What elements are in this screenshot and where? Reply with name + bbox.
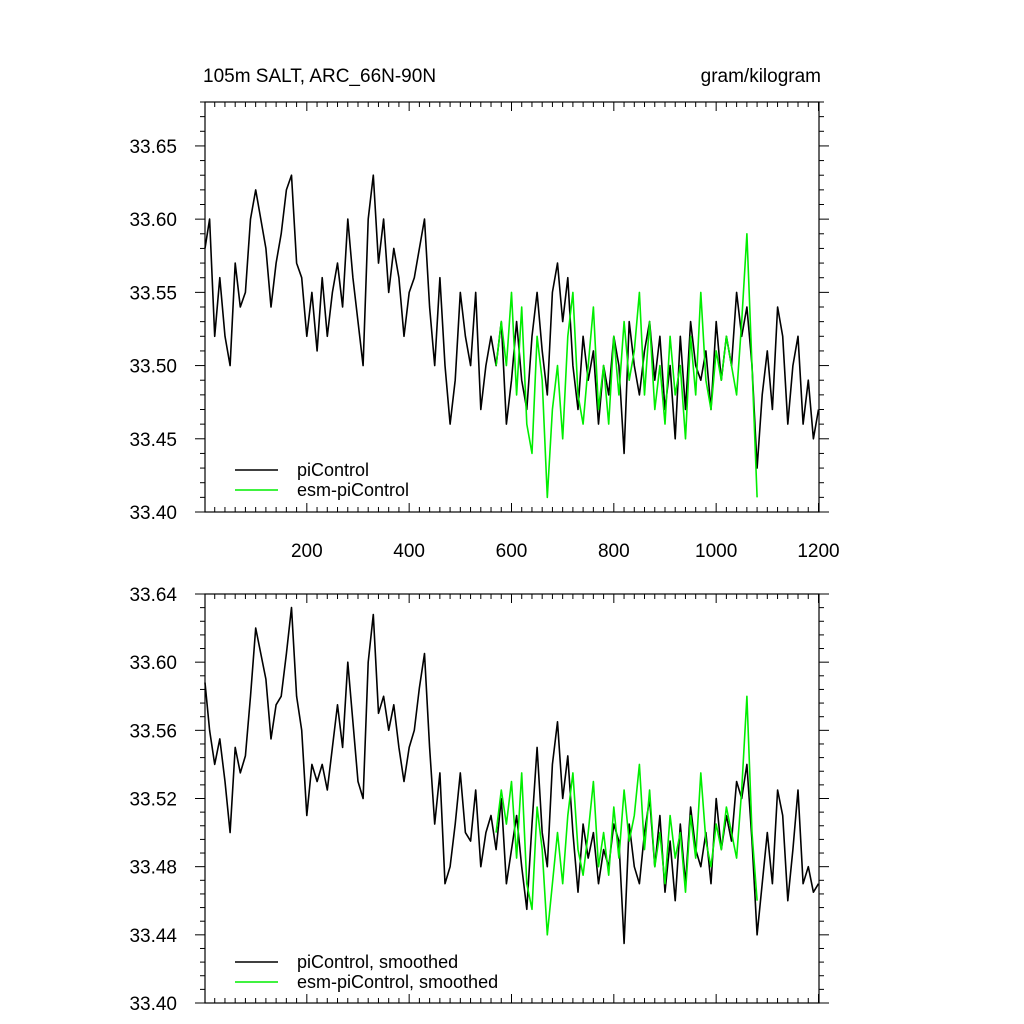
bottom-panel: 33.40 33.44 33.48 33.52 33.56 33.60 33.64 piCon… (129, 585, 829, 1015)
x-tick-label: 400 (393, 541, 425, 562)
y-tick-label: 33.65 (129, 137, 177, 158)
y-tick-label: 33.56 (129, 721, 177, 742)
y-tick-label: 33.60 (129, 653, 177, 674)
legend-label: piControl, smoothed (297, 952, 458, 972)
y-tick-label: 33.52 (129, 790, 177, 811)
legend-label: piControl (297, 460, 369, 480)
y-tick-label: 33.45 (129, 430, 177, 451)
units-label: gram/kilogram (701, 66, 821, 87)
y-tick-label: 33.48 (129, 858, 177, 879)
series-line-picontrol (204, 606, 820, 945)
top-panel: 33.40 33.45 33.50 33.55 33.60 33.65 200 400 600 8… (129, 101, 840, 562)
y-tick-label: 33.44 (129, 926, 177, 947)
y-tick-label: 33.40 (129, 994, 177, 1015)
x-tick-label: 1200 (797, 541, 839, 562)
x-tick-label: 800 (598, 541, 630, 562)
x-tick-label: 600 (496, 541, 528, 562)
x-tick-label: 1000 (695, 541, 737, 562)
y-tick-label: 33.50 (129, 357, 177, 378)
y-tick-label: 33.64 (129, 585, 177, 606)
y-tick-label: 33.40 (129, 503, 177, 524)
series-line-picontrol (204, 174, 820, 469)
y-tick-label: 33.60 (129, 210, 177, 231)
legend-label: esm-piControl (297, 480, 409, 500)
chart-title: 105m SALT, ARC_66N-90N (203, 66, 436, 87)
series-line-esm-picontrol (495, 695, 758, 936)
y-tick-label: 33.55 (129, 283, 177, 304)
x-tick-label: 200 (291, 541, 323, 562)
series-line-esm-picontrol (495, 233, 758, 499)
legend-label: esm-piControl, smoothed (297, 972, 498, 992)
